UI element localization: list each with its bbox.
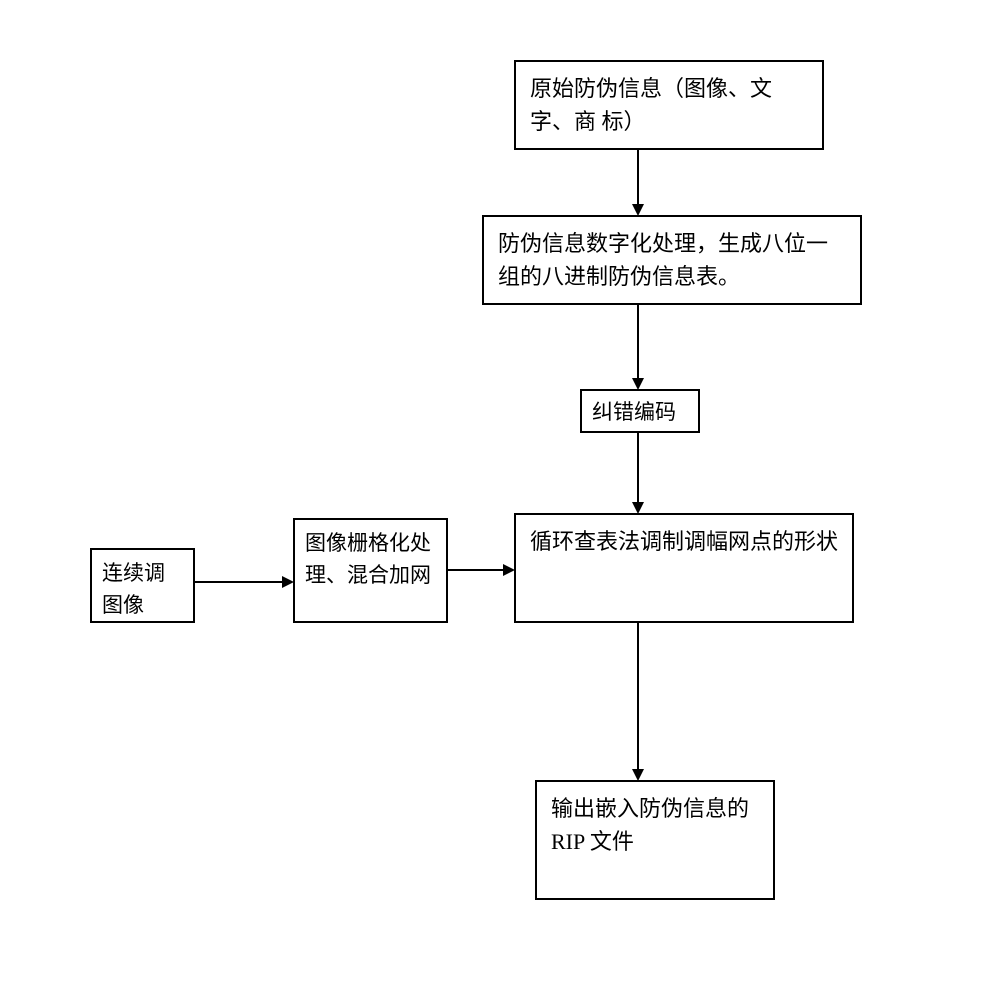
- arrow-line: [637, 305, 639, 379]
- node-text: 原始防伪信息（图像、文字、商 标）: [530, 72, 808, 138]
- node-rasterize: 图像栅格化处理、混合加网: [293, 518, 448, 623]
- arrow-head-icon: [632, 378, 644, 390]
- arrow-line: [195, 581, 283, 583]
- arrow-head-icon: [282, 576, 294, 588]
- node-digitize: 防伪信息数字化处理，生成八位一组的八进制防伪信息表。: [482, 215, 862, 305]
- arrow-head-icon: [503, 564, 515, 576]
- node-continuous-image: 连续调图像: [90, 548, 195, 623]
- arrow-line: [448, 569, 504, 571]
- node-error-correction: 纠错编码: [580, 389, 700, 433]
- node-text: 纠错编码: [592, 397, 676, 429]
- node-original-info: 原始防伪信息（图像、文字、商 标）: [514, 60, 824, 150]
- node-lookup-modulate: 循环查表法调制调幅网点的形状: [514, 513, 854, 623]
- node-text: 连续调图像: [102, 558, 183, 621]
- node-text: 图像栅格化处理、混合加网: [305, 528, 436, 591]
- arrow-head-icon: [632, 769, 644, 781]
- arrow-line: [637, 433, 639, 503]
- node-text: 循环查表法调制调幅网点的形状: [530, 525, 838, 558]
- node-text: 输出嵌入防伪信息的 RIP 文件: [551, 792, 759, 858]
- node-text: 防伪信息数字化处理，生成八位一组的八进制防伪信息表。: [498, 227, 846, 293]
- arrow-line: [637, 623, 639, 770]
- node-output-rip: 输出嵌入防伪信息的 RIP 文件: [535, 780, 775, 900]
- arrow-head-icon: [632, 502, 644, 514]
- arrow-head-icon: [632, 204, 644, 216]
- arrow-line: [637, 150, 639, 205]
